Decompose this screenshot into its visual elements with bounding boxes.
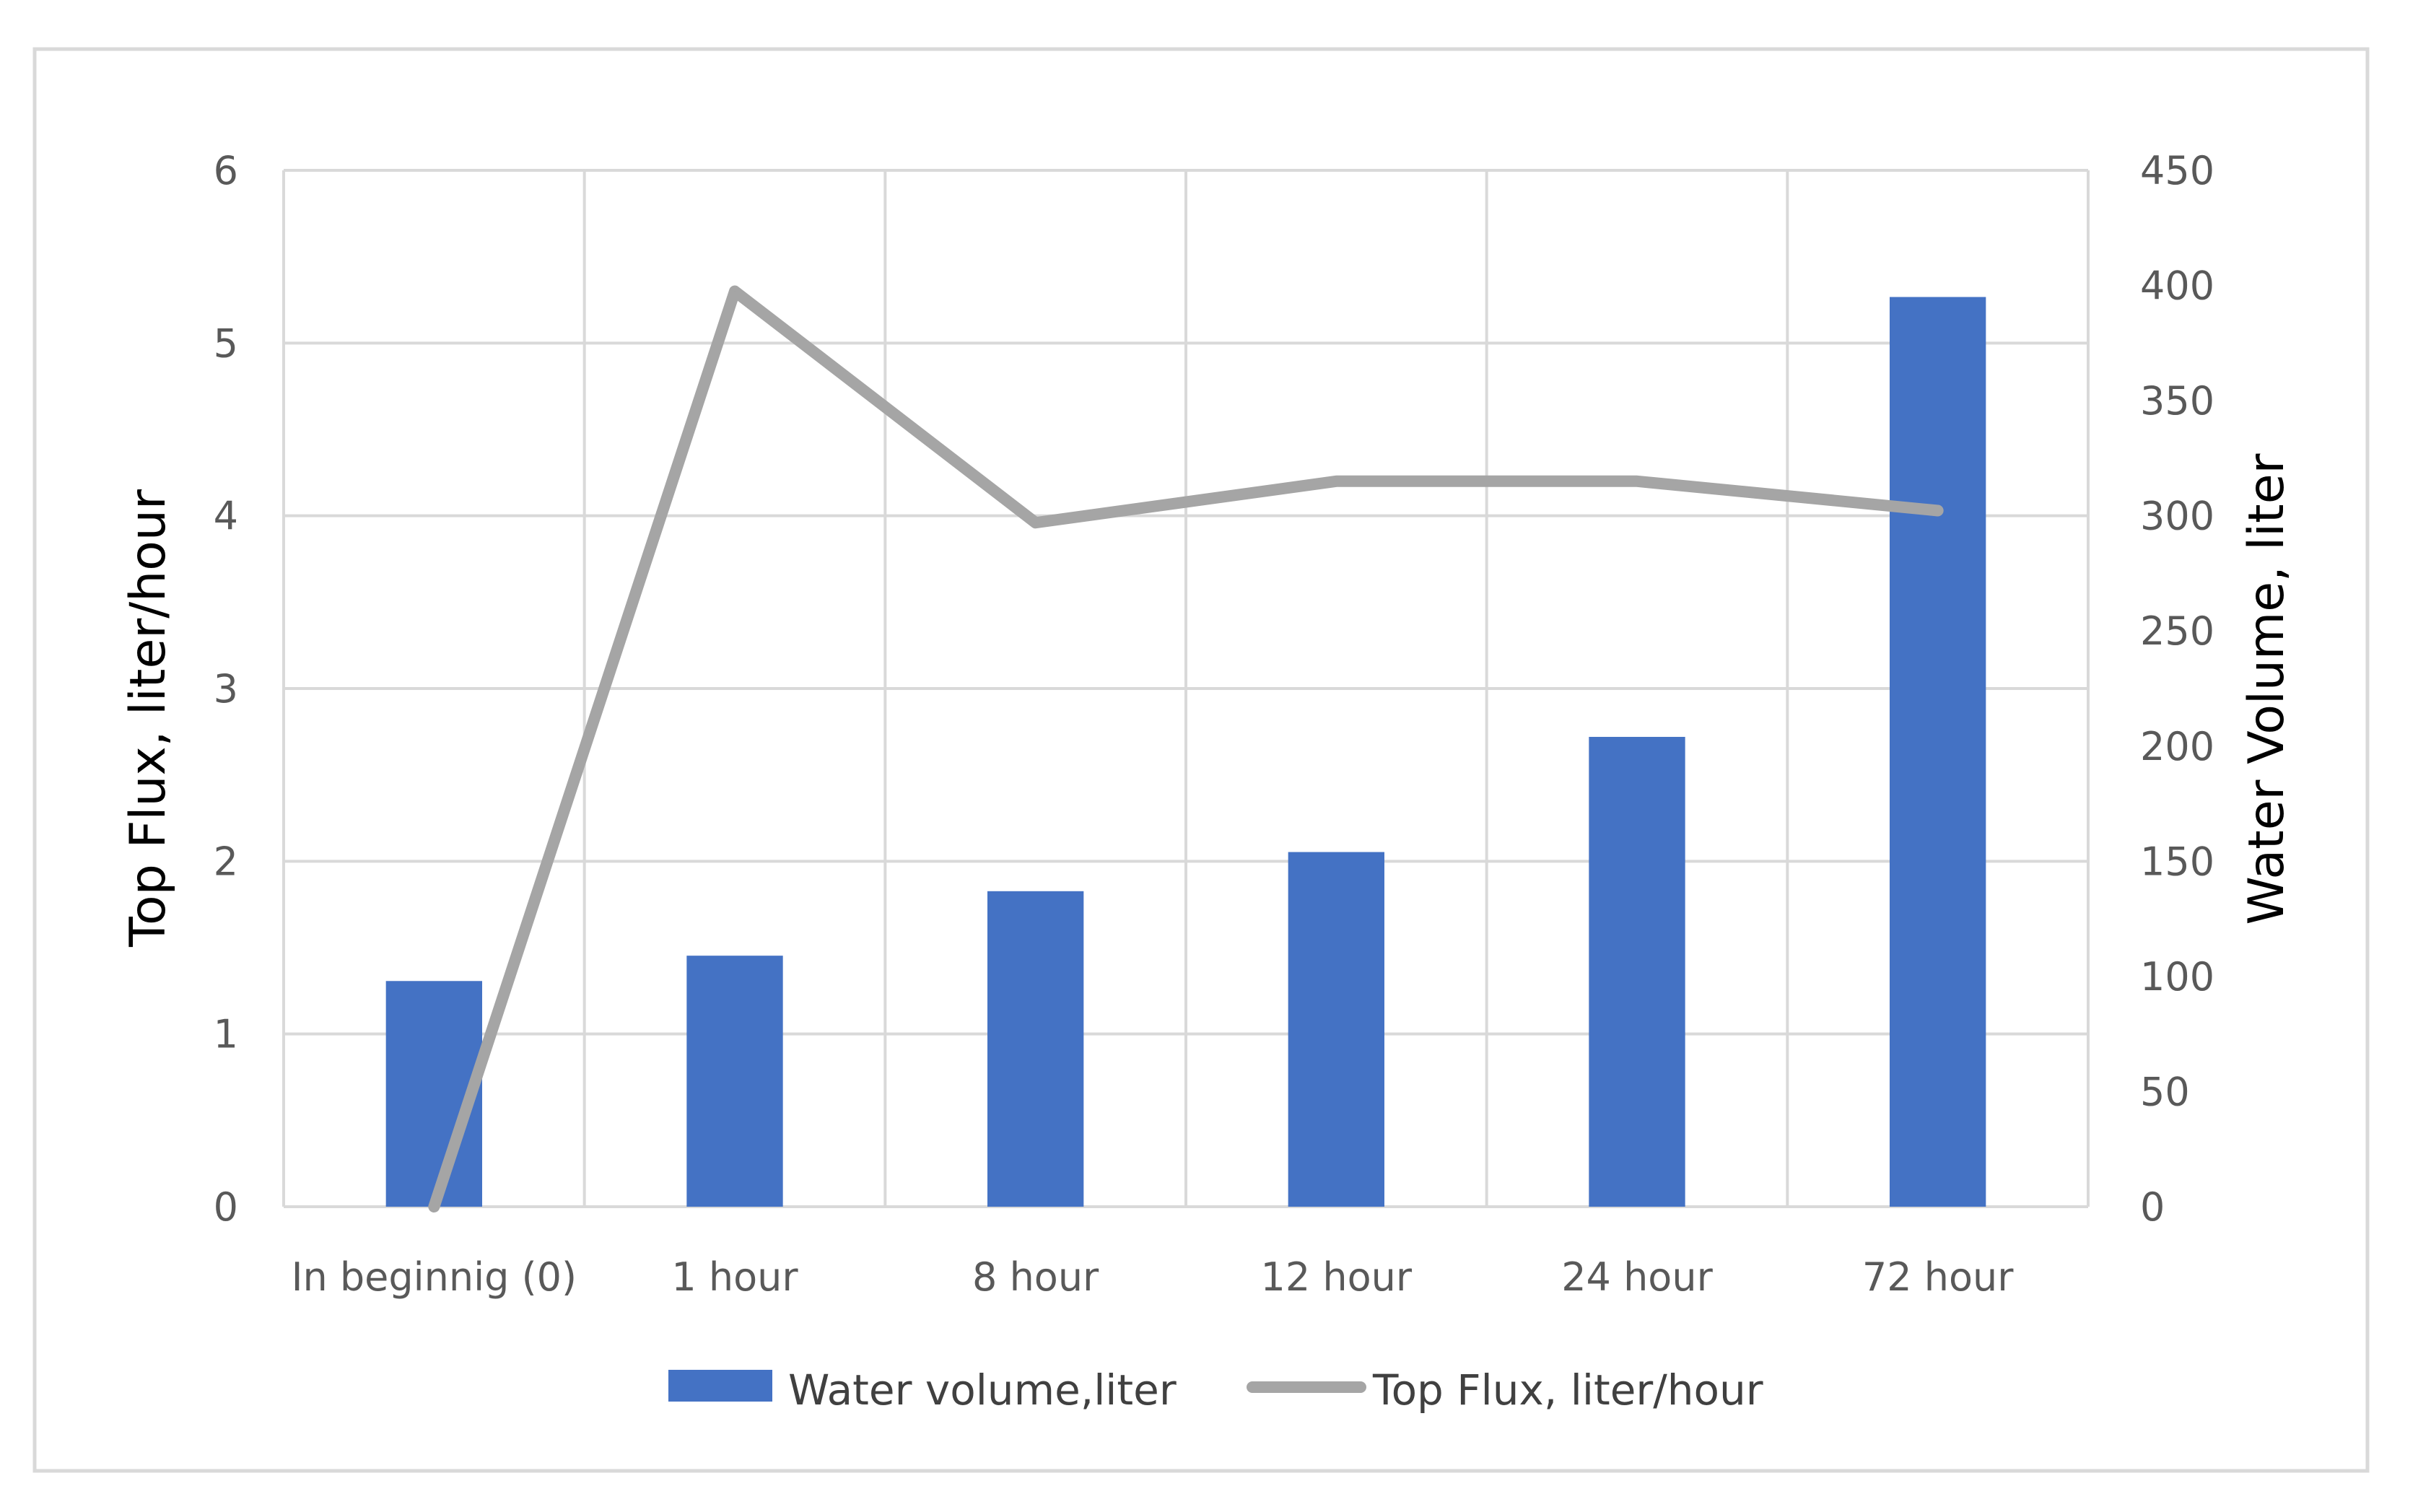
left-tick-label: 1: [214, 1012, 238, 1057]
left-tick-label: 6: [214, 148, 238, 193]
bar-series-water-volume: [385, 297, 1986, 1207]
right-tick-label: 350: [2140, 378, 2214, 424]
bar: [1589, 737, 1685, 1207]
bar: [1288, 852, 1384, 1207]
right-tick-label: 0: [2140, 1184, 2165, 1230]
right-tick-label: 100: [2140, 954, 2214, 1000]
left-tick-label: 2: [214, 839, 238, 884]
right-tick-label: 250: [2140, 608, 2214, 654]
category-label: 12 hour: [1261, 1254, 1413, 1300]
bar: [686, 956, 783, 1207]
flux-line: [428, 285, 1944, 1212]
category-label: 8 hour: [972, 1254, 1099, 1300]
category-label: 24 hour: [1561, 1254, 1713, 1300]
bar: [1890, 297, 1986, 1207]
gridlines: [282, 169, 2090, 1208]
category-label: 1 hour: [671, 1254, 798, 1300]
line-point: [1937, 510, 1939, 511]
left-axis-ticks: 0 1 2 3 4 5 6: [214, 148, 238, 1230]
legend-label-top-flux: Top Flux, liter/hour: [1372, 1365, 1763, 1415]
category-axis-labels: In beginnig (0) 1 hour 8 hour 12 hour 24 hou…: [292, 1254, 2015, 1300]
category-label: 72 hour: [1862, 1254, 2014, 1300]
category-label: In beginnig (0): [292, 1254, 577, 1300]
right-tick-label: 450: [2140, 148, 2214, 193]
right-axis-title: Water Volume, liter: [2238, 453, 2295, 925]
bar: [987, 891, 1084, 1207]
line-point: [734, 291, 736, 292]
right-tick-label: 200: [2140, 724, 2214, 769]
legend-label-water-volume: Water volume,liter: [788, 1365, 1177, 1415]
right-tick-label: 300: [2140, 494, 2214, 539]
left-tick-label: 0: [214, 1184, 238, 1230]
right-tick-label: 150: [2140, 839, 2214, 884]
legend: Water volume,liter Top Flux, liter/hour: [668, 1365, 1763, 1415]
right-axis-ticks: 0 50 100 150 200 250 300 350 400 450: [2140, 148, 2214, 1230]
left-tick-label: 3: [214, 666, 238, 712]
right-tick-label: 50: [2140, 1069, 2190, 1114]
left-axis-title: Top Flux, liter/hour: [120, 489, 177, 948]
left-tick-label: 5: [214, 320, 238, 366]
legend-swatch-water-volume: [668, 1370, 772, 1402]
right-tick-label: 400: [2140, 263, 2214, 309]
line-series-top-flux: [428, 285, 1944, 1212]
left-tick-label: 4: [214, 494, 238, 539]
